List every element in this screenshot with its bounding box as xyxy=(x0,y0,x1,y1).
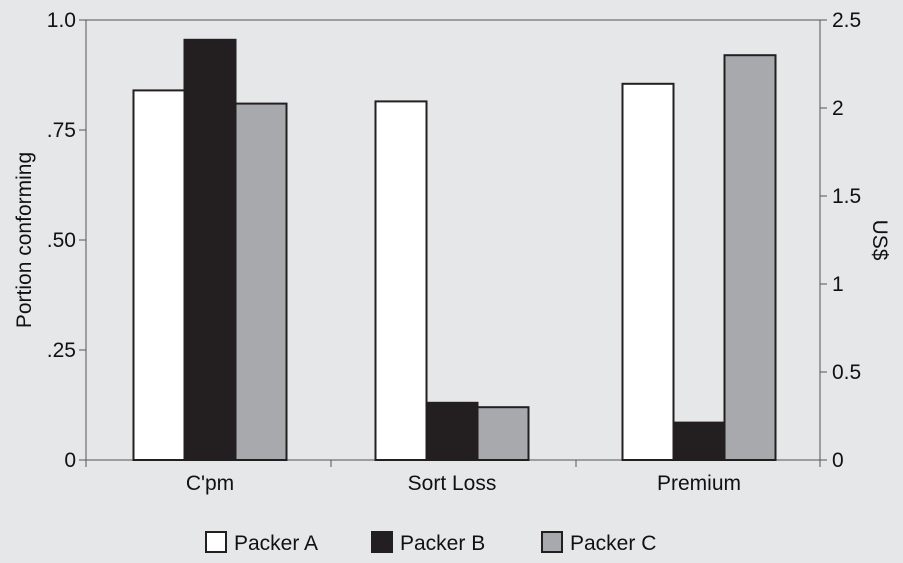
legend-label: Packer B xyxy=(400,532,485,555)
bar-packer-a-2 xyxy=(621,82,675,462)
y-tick-label: 1.0 xyxy=(47,9,76,32)
legend-swatch-packer-c xyxy=(541,531,563,553)
bar-packer-b-2 xyxy=(672,421,726,462)
legend-swatch-packer-a xyxy=(205,531,227,553)
x-axis: C'pm Sort Loss Premium xyxy=(85,460,821,495)
bar-packer-b-0 xyxy=(183,38,237,462)
bar-packer-c-2 xyxy=(723,54,777,461)
y2-tick-label: 1 xyxy=(832,273,844,296)
y2-tick-label: 1.5 xyxy=(832,185,861,208)
x-tick-label: Sort Loss xyxy=(408,472,497,495)
y-tick-label: .75 xyxy=(47,119,76,142)
legend: Packer A Packer B Packer C xyxy=(205,531,656,555)
y2-tick-label: 2.5 xyxy=(832,9,861,32)
bar-packer-c-1 xyxy=(476,406,530,462)
left-axis: 0 .25 .50 .75 1.0 xyxy=(47,9,86,472)
x-tick-label: C'pm xyxy=(186,472,234,495)
legend-label: Packer A xyxy=(234,532,318,555)
x-tick-label: Premium xyxy=(657,472,741,495)
y2-tick-label: 2 xyxy=(832,97,844,120)
bars xyxy=(132,38,777,462)
y-tick-label: .50 xyxy=(47,229,76,252)
y2-tick-label: 0 xyxy=(832,449,844,472)
right-axis: 0 0.5 1 1.5 2 2.5 xyxy=(820,9,861,472)
bar-packer-a-0 xyxy=(132,89,186,462)
bar-packer-c-0 xyxy=(234,102,288,461)
y2-tick-label: 0.5 xyxy=(832,361,861,384)
y-tick-label: 0 xyxy=(64,449,76,472)
y2-axis-label: US$ xyxy=(868,220,891,261)
bar-packer-b-1 xyxy=(425,401,479,461)
legend-swatch-packer-b xyxy=(371,531,393,553)
legend-label: Packer C xyxy=(570,532,656,555)
y-tick-label: .25 xyxy=(47,339,76,362)
bar-packer-a-1 xyxy=(374,100,428,462)
y-axis-label: Portion conforming xyxy=(13,152,36,328)
